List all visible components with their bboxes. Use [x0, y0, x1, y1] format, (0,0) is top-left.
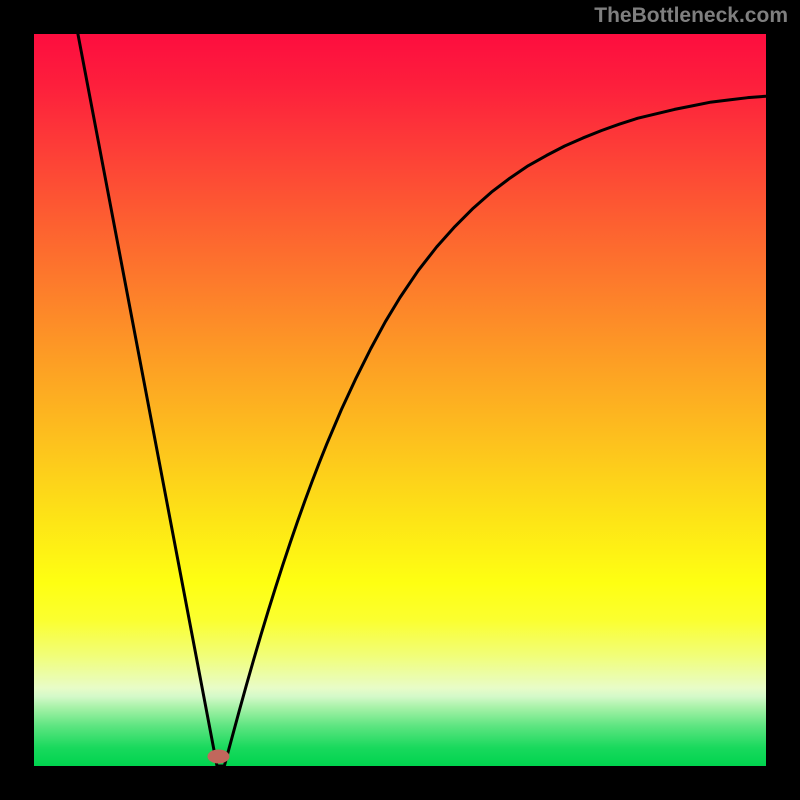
watermark-text: TheBottleneck.com	[594, 4, 788, 28]
plot-background	[34, 34, 766, 766]
optimal-marker	[207, 749, 229, 763]
chart-container: { "watermark": { "text": "TheBottleneck.…	[0, 0, 800, 800]
bottleneck-chart	[0, 0, 800, 800]
